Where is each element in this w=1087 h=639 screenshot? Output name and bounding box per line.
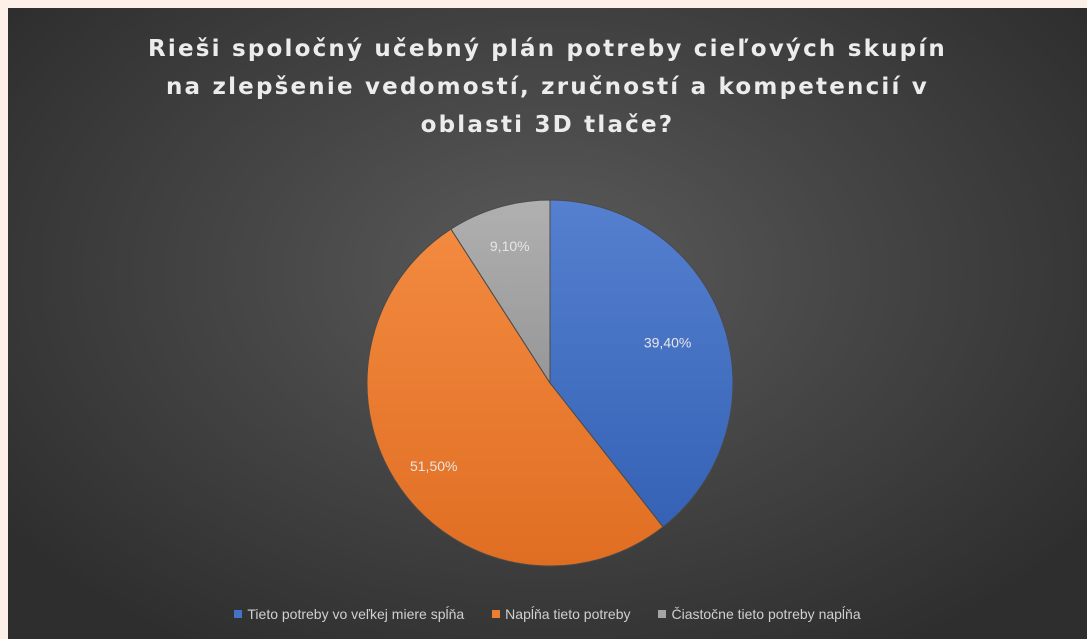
pie-slice (366, 228, 664, 567)
pie-chart: 39,40% 51,50% 9,10% (366, 199, 734, 567)
legend-item: Čiastočne tieto potreby napĺňa (658, 606, 861, 622)
data-label: 9,10% (490, 238, 530, 254)
chart-title: Rieši spoločný učebný plán potreby cieľo… (147, 36, 947, 138)
legend-swatch (234, 610, 243, 618)
legend-label: Napĺňa tieto potreby (505, 606, 631, 622)
legend-item: Tieto potreby vo veľkej miere spĺňa (234, 606, 464, 622)
chart-area: Rieši spoločný učebný plán potreby cieľo… (8, 8, 1087, 639)
data-label: 51,50% (410, 458, 457, 474)
legend-swatch (658, 610, 667, 618)
legend-label: Čiastočne tieto potreby napĺňa (671, 606, 861, 622)
pie-slice (450, 199, 551, 385)
legend-label: Tieto potreby vo veľkej miere spĺňa (247, 606, 465, 622)
pie-slice (549, 199, 734, 528)
legend-item: Napĺňa tieto potreby (492, 606, 630, 622)
legend: Tieto potreby vo veľkej miere spĺňa Napĺň… (8, 606, 1087, 622)
data-label: 39,40% (644, 334, 691, 350)
legend-swatch (492, 610, 501, 618)
